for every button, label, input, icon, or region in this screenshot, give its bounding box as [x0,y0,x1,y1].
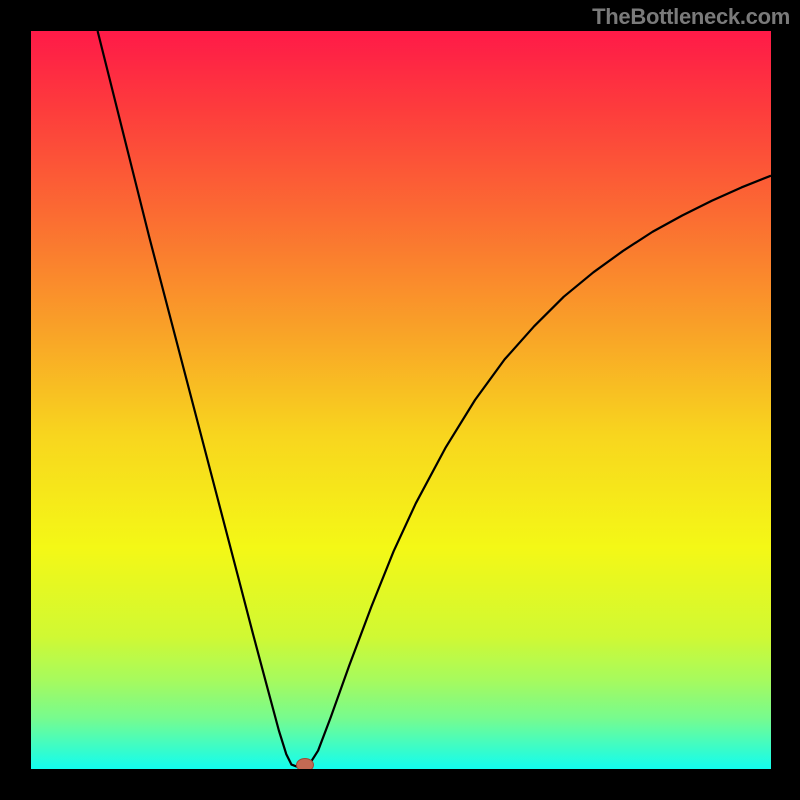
plot-area [31,31,771,769]
min-point-marker [296,758,314,769]
watermark-text: TheBottleneck.com [592,4,790,30]
chart-frame: TheBottleneck.com [0,0,800,800]
bottleneck-curve [31,31,771,769]
curve-path [98,31,771,767]
